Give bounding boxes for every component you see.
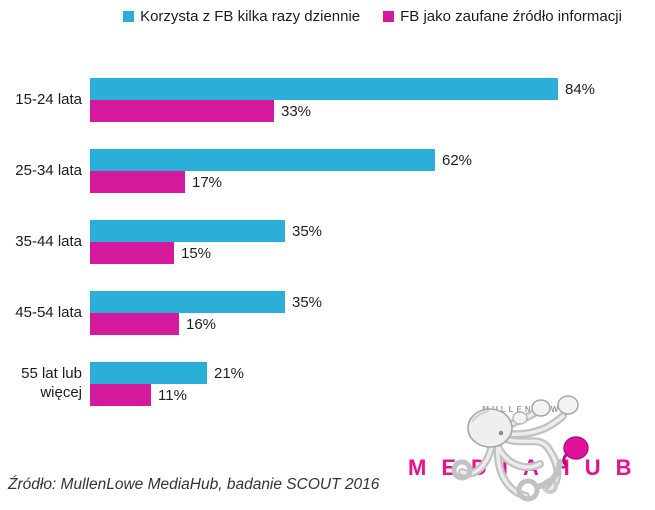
chart-legend: Korzysta z FB kilka razy dziennie FB jak…: [90, 8, 655, 25]
value-label: 84%: [565, 80, 596, 98]
value-label: 11%: [158, 386, 187, 404]
bar-fb-daily: [90, 362, 207, 384]
age-group-row-45-54: 45-54 lata 35% 16%: [0, 291, 655, 335]
bar-fb-trusted: [90, 171, 185, 193]
value-label: 21%: [214, 364, 245, 382]
bar-fb-daily: [90, 291, 285, 313]
bar-fb-daily: [90, 149, 435, 171]
bar-fb-trusted: [90, 100, 274, 122]
value-label: 35%: [292, 222, 323, 240]
value-label: 35%: [292, 293, 323, 311]
value-label: 62%: [442, 151, 473, 169]
value-label: 17%: [192, 173, 223, 191]
age-group-row-15-24: 15-24 lata 84% 33%: [0, 78, 655, 122]
value-label: 15%: [181, 244, 212, 262]
legend-item-fb-trusted: FB jako zaufane źródło informacji: [383, 8, 622, 25]
source-note: Źródło: MullenLowe MediaHub, badanie SCO…: [8, 476, 380, 493]
bar-chart-area: 15-24 lata 84% 33% 25-34 lata 62%: [0, 78, 655, 433]
mediahub-wordmark: MEDIAHUB: [408, 455, 647, 480]
bar-fb-trusted: [90, 384, 151, 406]
category-label: 35-44 lata: [15, 232, 82, 250]
legend-swatch-fb-daily-icon: [123, 11, 135, 22]
bar-fb-trusted: [90, 313, 179, 335]
bar-fb-daily: [90, 78, 558, 100]
legend-item-fb-daily: Korzysta z FB kilka razy dziennie: [123, 8, 360, 25]
legend-label-fb-daily: Korzysta z FB kilka razy dziennie: [140, 8, 361, 25]
legend-label-fb-trusted: FB jako zaufane źródło informacji: [400, 8, 622, 25]
bar-fb-trusted: [90, 242, 174, 264]
bar-fb-daily: [90, 220, 285, 242]
category-label: 55 lat lub więcej: [21, 365, 82, 401]
mullenlowe-mediahub-logo: MULLENLOWE MEDIAHUB: [400, 392, 652, 508]
category-label: 45-54 lata: [15, 303, 82, 321]
mullenlowe-wordmark: MULLENLOWE: [482, 405, 570, 414]
age-group-row-55-plus: 55 lat lub więcej 21% 11%: [0, 362, 655, 406]
age-group-row-35-44: 35-44 lata 35% 15%: [0, 220, 655, 264]
value-label: 16%: [186, 315, 217, 333]
value-label: 33%: [281, 102, 312, 120]
legend-swatch-fb-trusted-icon: [383, 11, 395, 22]
category-label: 15-24 lata: [15, 90, 82, 108]
category-label: 25-34 lata: [15, 161, 82, 179]
age-group-row-25-34: 25-34 lata 62% 17%: [0, 149, 655, 193]
